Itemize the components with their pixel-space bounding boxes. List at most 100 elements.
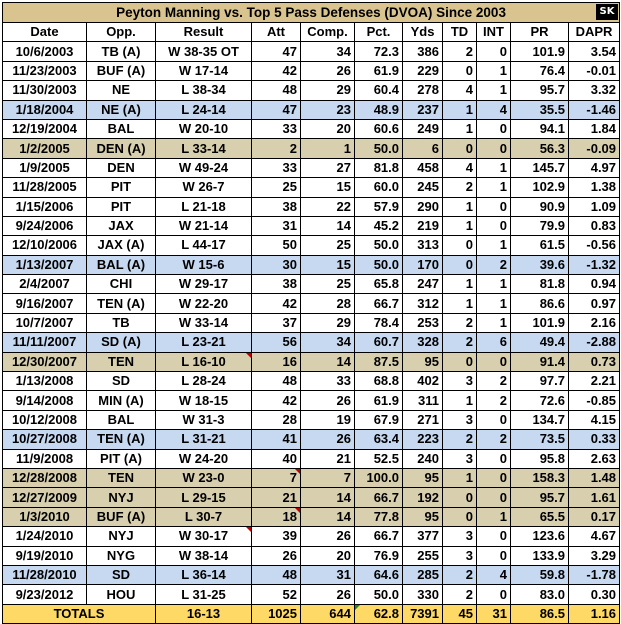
table-cell: 2 [476, 254, 511, 276]
table-cell: 245 [402, 177, 443, 198]
table-cell: 1/3/2010 [2, 506, 87, 528]
table-cell: W 38-14 [155, 545, 252, 566]
table-cell: 64.6 [354, 564, 403, 586]
table-cell: 23 [300, 99, 355, 120]
table-cell: 3 [442, 526, 477, 547]
table-cell: 1/24/2010 [2, 526, 87, 547]
table-cell: 101.9 [510, 312, 569, 334]
table-cell: 240 [402, 448, 443, 469]
table-cell: 50.0 [354, 235, 403, 256]
table-row: 11/9/2008 PIT (A) W 24-20 40 21 52.5 240 3 0 95.8… [2, 448, 621, 469]
table-cell: 79.9 [510, 215, 569, 237]
table-cell: 91.4 [510, 351, 569, 373]
table-cell: L 36-14 [155, 564, 252, 586]
table-cell: 9/19/2010 [2, 545, 87, 566]
table-cell: 0 [442, 138, 477, 159]
table-cell: 4.97 [567, 157, 621, 179]
table-cell: BAL (A) [86, 254, 156, 276]
table-cell: 2 [442, 332, 477, 353]
table-cell: 38 [251, 196, 301, 217]
table-cell: 2 [251, 138, 301, 159]
table-cell: 0.94 [567, 274, 621, 295]
table-cell: 48 [251, 371, 301, 392]
table-cell: 0 [476, 467, 511, 489]
sk-logo: SK [596, 4, 619, 20]
table-cell: -1.46 [567, 99, 621, 120]
table-cell: 65.8 [354, 274, 403, 295]
table-cell: NE [86, 80, 156, 101]
header-row: Date Opp. Result Att Comp. Pct. Yds TD INT PR DAPR [2, 21, 621, 43]
table-cell: 14 [300, 487, 355, 508]
table-cell: 4.15 [567, 409, 621, 431]
table-cell: 3.54 [567, 41, 621, 62]
table-cell: 12/28/2008 [2, 467, 87, 489]
table-cell: 133.9 [510, 545, 569, 566]
table-cell: 95 [402, 467, 443, 489]
table-cell: W 21-14 [155, 215, 252, 237]
table-cell: 158.3 [510, 467, 569, 489]
table-cell: TEN [86, 351, 156, 373]
table-cell: 0 [442, 351, 477, 373]
table-cell: L 31-25 [155, 584, 252, 605]
table-cell: W 49-24 [155, 157, 252, 179]
table-row: 1/15/2006 PIT L 21-18 38 22 57.9 290 1 0 90.9 1.09 [2, 196, 621, 217]
table-cell: 30 [251, 254, 301, 276]
table-cell: NYG [86, 545, 156, 566]
table-row: 11/30/2003 NE L 38-34 48 29 60.4 278 4 1 95.7 3.32 [2, 80, 621, 101]
table-cell: 123.6 [510, 526, 569, 547]
table-cell: 28 [251, 409, 301, 431]
table-cell: 12/27/2009 [2, 487, 87, 508]
table-cell: 33 [300, 371, 355, 392]
table-cell: 11/11/2007 [2, 332, 87, 353]
table-cell: 3 [442, 448, 477, 469]
table-cell: TB [86, 312, 156, 334]
table-row: 12/27/2009 NYJ L 29-15 21 14 66.7 192 0 0 95.7 1.6… [2, 487, 621, 508]
totals-cell: 62.8 [354, 603, 403, 624]
table-cell: 0 [476, 351, 511, 373]
table-cell: 223 [402, 429, 443, 450]
table-cell: 50.0 [354, 138, 403, 159]
totals-cell: 1025 [251, 603, 301, 624]
table-cell: 2 [442, 312, 477, 334]
table-cell: 3 [442, 545, 477, 566]
table-cell: 2 [442, 177, 477, 198]
table-cell: 2 [476, 390, 511, 411]
table-cell: 1.48 [567, 467, 621, 489]
table-cell: 60.7 [354, 332, 403, 353]
table-title: Peyton Manning vs. Top 5 Pass Defenses (… [116, 4, 506, 20]
table-cell: 247 [402, 274, 443, 295]
table-cell: 61.9 [354, 390, 403, 411]
table-cell: 20 [300, 118, 355, 140]
table-cell: 48.9 [354, 99, 403, 120]
table-cell: 1/15/2006 [2, 196, 87, 217]
table-cell: 1.38 [567, 177, 621, 198]
table-cell: W 20-10 [155, 118, 252, 140]
table-cell: 61.9 [354, 60, 403, 82]
table-cell: 56 [251, 332, 301, 353]
table-cell: 0 [476, 138, 511, 159]
table-cell: W 33-14 [155, 312, 252, 334]
table-cell: SD [86, 371, 156, 392]
table-cell: 81.8 [510, 274, 569, 295]
table-cell: 278 [402, 80, 443, 101]
table-cell: 271 [402, 409, 443, 431]
table-cell: L 28-24 [155, 371, 252, 392]
table-cell: 0 [442, 487, 477, 508]
table-cell: 2 [442, 429, 477, 450]
table-row: 1/18/2004 NE (A) L 24-14 47 23 48.9 237 1 4 35.5-… [2, 99, 621, 120]
table-cell: 78.4 [354, 312, 403, 334]
table-cell: -0.85 [567, 390, 621, 411]
column-header: Comp. [300, 21, 355, 43]
table-cell: 9/16/2007 [2, 293, 87, 314]
table-cell: 49.4 [510, 332, 569, 353]
column-header: Date [2, 21, 87, 43]
table-cell: -1.78 [567, 564, 621, 586]
table-cell: 2.16 [567, 312, 621, 334]
table-cell: 86.6 [510, 293, 569, 314]
table-cell: BUF (A) [86, 60, 156, 82]
table-cell: 60.6 [354, 118, 403, 140]
table-cell: L 16-10 [155, 351, 252, 373]
table-cell: 0.33 [567, 429, 621, 450]
table-row: 2/4/2007 CHI W 29-17 38 25 65.8 247 1 1 81.8 0.94 [2, 274, 621, 295]
